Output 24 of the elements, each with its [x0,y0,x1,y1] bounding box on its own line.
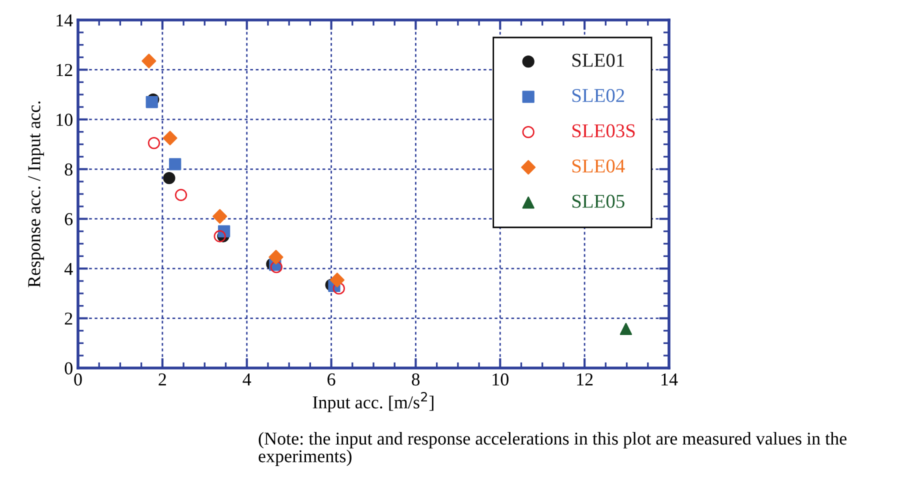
x-tick-label: 4 [242,374,252,386]
y-tick-label: 10 [56,114,72,126]
x-tick-label: 12 [577,373,593,386]
text: (Note: the input and response accelerations in this plot are measured values in the experiments) [258,432,846,466]
y-axis-title: Response acc. / Input acc. [28,101,44,288]
x-tick-label: 8 [412,373,420,386]
x-axis-title: Input acc. [m/s$^{2}$] [312,392,434,412]
x-tick-label: 0 [74,373,82,386]
legend-label: SLE01 [572,54,624,67]
x-tick-label: 14 [662,373,678,386]
legend-label: SLE02 [572,88,624,102]
legend-label: SLE04 [572,159,625,173]
y-tick-label: 0 [64,362,72,374]
legend-label: SLE05 [572,194,624,208]
x-tick-label: 2 [158,373,166,386]
legend-label: SLE03S [572,124,635,138]
y-tick-label: 12 [56,64,72,76]
x-tick-label: 6 [328,373,336,386]
y-tick-label: 4 [64,262,73,275]
y-tick-label: 2 [64,312,72,325]
x-tick-label: 10 [492,373,508,386]
y-tick-label: 8 [64,163,72,176]
y-tick-label: 14 [56,14,73,26]
y-tick-label: 6 [64,213,73,226]
